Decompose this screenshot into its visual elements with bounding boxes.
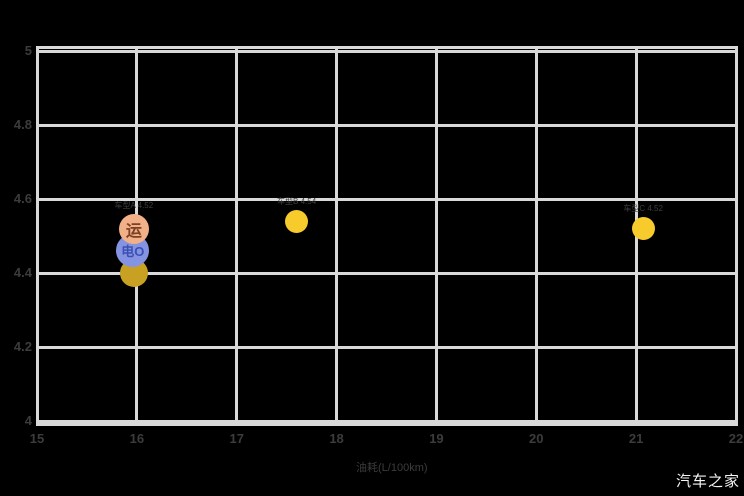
x-tick-label: 21 <box>628 431 644 446</box>
x-tick-label: 15 <box>29 431 45 446</box>
y-tick-label: 4.2 <box>13 339 32 354</box>
x-axis-title: 油耗(L/100km) <box>356 462 428 474</box>
x-tick-label: 16 <box>129 431 145 446</box>
x-tick-label: 20 <box>529 431 544 446</box>
horizontal-gridline <box>37 419 736 423</box>
y-tick-label: 4.6 <box>13 191 32 206</box>
x-tick-label: 18 <box>329 431 344 446</box>
x-tick-label: 22 <box>728 431 744 446</box>
plot-frame <box>35 45 738 426</box>
y-tick-label: 4 <box>24 413 32 428</box>
horizontal-gridline <box>37 271 736 275</box>
vertical-gridline <box>534 47 538 424</box>
point-label: 车型C 4.52 <box>623 204 663 214</box>
vertical-gridline <box>235 47 239 424</box>
horizontal-gridline <box>37 197 736 201</box>
y-tick-label: 4.8 <box>13 117 32 132</box>
marker-glyph: 运 <box>125 222 142 240</box>
watermark-autohome: 汽车之家 <box>675 473 740 490</box>
y-tick-label: 5 <box>24 43 32 58</box>
marker-glyph: 电O <box>121 244 145 260</box>
yellow-dot[interactable] <box>631 217 655 241</box>
vertical-gridline <box>335 47 339 424</box>
horizontal-gridline <box>37 49 736 53</box>
horizontal-gridline <box>37 345 736 349</box>
point-label: 车型A 4.52 <box>114 200 154 210</box>
point-label: 车型B 4.54 <box>277 196 317 206</box>
salmon-logo-dot[interactable]: 运 <box>118 213 149 244</box>
horizontal-gridline <box>37 123 736 127</box>
vertical-gridline <box>434 47 438 424</box>
y-tick-label: 4.4 <box>13 265 32 280</box>
yellow-dot[interactable] <box>285 209 309 233</box>
x-tick-label: 19 <box>429 431 444 446</box>
x-tick-label: 17 <box>229 431 244 446</box>
